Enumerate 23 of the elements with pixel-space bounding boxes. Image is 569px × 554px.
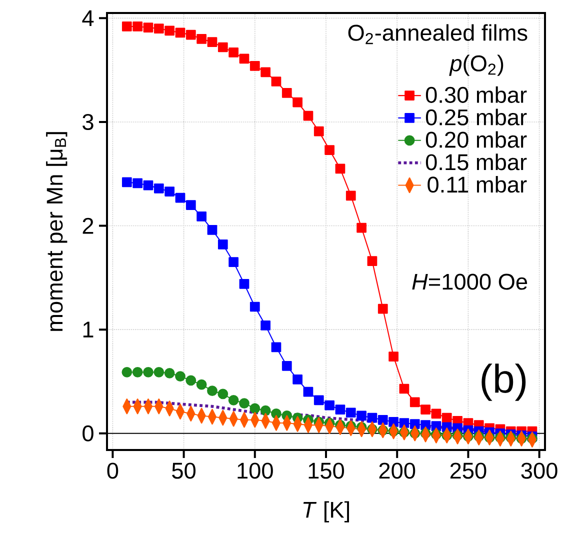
y-axis-title: moment per Mn [μ$_{B}$] bbox=[46, 132, 68, 331]
x-tick-label: 100 bbox=[238, 462, 273, 479]
x-tick-label: 300 bbox=[521, 462, 558, 479]
y-tick-label: 0 bbox=[82, 425, 94, 442]
legend-label: 0.15 mbar bbox=[426, 154, 527, 170]
annotation: p(O$_{2}$) bbox=[449, 54, 504, 76]
legend-title: O$_{2}$-annealed films bbox=[348, 24, 528, 44]
x-tick-label: 0 bbox=[107, 462, 118, 479]
annotation: (b) bbox=[482, 364, 526, 401]
x-tick-label: 150 bbox=[308, 462, 344, 479]
x-tick-label: 200 bbox=[379, 462, 416, 479]
legend-label: 0.11 mbar bbox=[428, 176, 527, 193]
y-tick-label: 3 bbox=[82, 114, 94, 130]
y-tick-label: 2 bbox=[82, 218, 94, 234]
legend-label: 0.20 mbar bbox=[426, 131, 527, 148]
legend-label: 0.25 mbar bbox=[426, 108, 527, 126]
x-axis-title: T [K] bbox=[303, 501, 349, 522]
y-tick-label: 1 bbox=[83, 322, 94, 338]
x-tick-label: 250 bbox=[450, 462, 486, 479]
y-tick-label: 4 bbox=[82, 10, 94, 26]
annotation: H=1000 Oe bbox=[412, 274, 528, 290]
x-tick-label: 50 bbox=[172, 462, 196, 479]
legend-label: 0.30 mbar bbox=[426, 86, 527, 103]
